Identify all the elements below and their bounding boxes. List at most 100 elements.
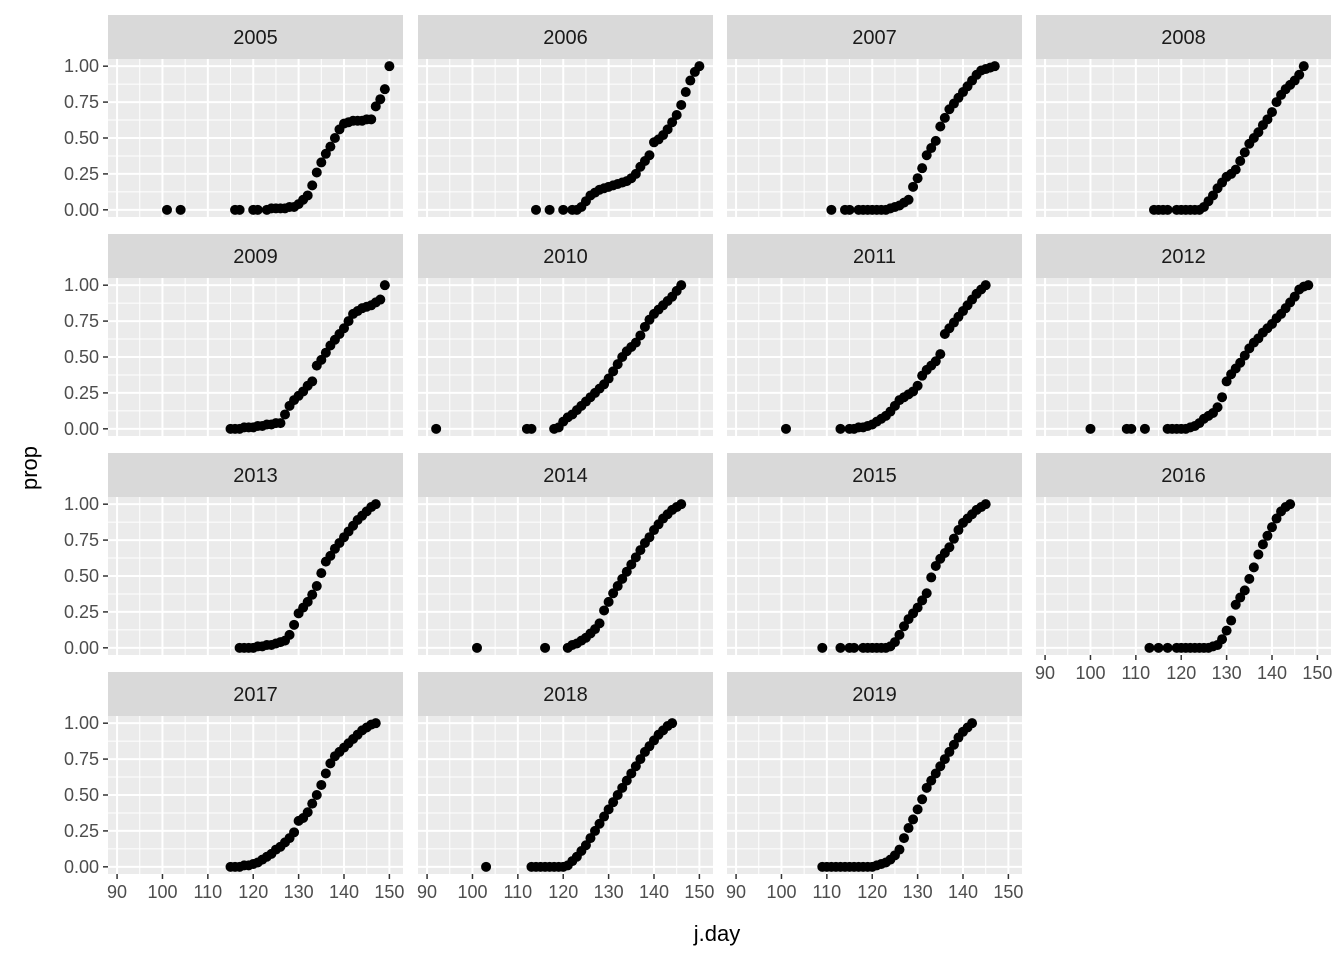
data-point — [921, 782, 932, 793]
data-point — [635, 330, 646, 341]
data-point — [1217, 392, 1228, 403]
data-point — [930, 768, 941, 779]
data-point — [339, 323, 349, 334]
data-point — [826, 204, 837, 215]
data-point — [621, 566, 632, 577]
data-point — [379, 280, 390, 291]
facet-strip-label: 2016 — [1161, 465, 1206, 487]
data-point — [630, 337, 641, 348]
facet-strip-label: 2006 — [543, 27, 588, 49]
data-point — [1267, 107, 1277, 118]
x-axis-title: j.day — [693, 921, 740, 946]
data-point — [817, 642, 828, 653]
data-point — [320, 148, 331, 159]
data-point — [325, 141, 336, 152]
data-point — [1271, 97, 1282, 108]
facet-panel-2005: 2005 0.00 0.25 0.50 0.75 1.00 — [64, 15, 403, 220]
data-point — [375, 94, 386, 105]
data-point — [621, 775, 632, 786]
data-point — [908, 181, 919, 192]
data-point — [612, 790, 623, 800]
data-point — [1153, 642, 1164, 653]
facet-strip — [418, 15, 713, 59]
y-tick-label: 0.50 — [64, 128, 99, 148]
data-point — [644, 150, 655, 161]
data-point — [980, 280, 991, 291]
y-tick-label: 0.75 — [64, 92, 99, 112]
facet-panel-2015: 2015 — [727, 453, 1022, 655]
data-point — [603, 373, 614, 384]
facet-strip — [727, 234, 1022, 278]
data-point — [544, 204, 555, 215]
data-point — [1257, 539, 1268, 550]
data-point — [316, 354, 327, 365]
data-point — [680, 87, 691, 98]
data-point — [1285, 499, 1296, 510]
data-point — [585, 833, 596, 844]
data-point — [894, 844, 905, 855]
data-point — [626, 559, 637, 570]
data-point — [603, 804, 614, 815]
data-point — [849, 642, 860, 653]
data-point — [325, 758, 336, 769]
data-point — [540, 642, 551, 653]
data-point — [481, 861, 492, 872]
data-point — [375, 294, 386, 305]
data-point — [608, 588, 619, 599]
data-point — [284, 629, 295, 640]
data-point — [967, 718, 978, 729]
data-point — [935, 761, 946, 772]
data-point — [252, 204, 263, 215]
x-tick-label: 140 — [639, 882, 669, 902]
y-tick-label: 1.00 — [64, 56, 99, 76]
facet-strip-label: 2019 — [852, 684, 897, 706]
data-point — [989, 61, 1000, 72]
data-point — [1253, 549, 1264, 560]
x-tick-label: 100 — [766, 882, 796, 902]
data-point — [1230, 599, 1241, 610]
data-point — [599, 811, 610, 822]
facet-strip — [1036, 15, 1331, 59]
data-point — [1262, 530, 1273, 541]
data-point — [676, 99, 687, 110]
data-point — [275, 418, 286, 429]
data-point — [630, 168, 641, 179]
y-tick-label: 0.25 — [64, 164, 99, 184]
data-point — [694, 61, 705, 72]
data-point — [912, 602, 923, 613]
facet-panel-2010: 2010 — [418, 234, 713, 436]
facet-panel-2008: 2008 — [1036, 15, 1331, 217]
data-point — [1235, 592, 1246, 603]
data-point — [639, 321, 650, 332]
x-tick-label: 130 — [903, 882, 933, 902]
data-point — [1162, 642, 1173, 653]
facet-strip — [727, 453, 1022, 497]
y-axis-title: prop — [17, 446, 42, 490]
data-point — [844, 204, 855, 215]
data-point — [1139, 423, 1150, 434]
data-point — [320, 768, 331, 779]
data-point — [917, 595, 928, 606]
x-tick-label: 90 — [1035, 663, 1055, 683]
facet-panel-2019: 2019 90 100 110 120 130 140 150 — [726, 672, 1023, 902]
data-point — [930, 560, 941, 571]
data-point — [234, 204, 245, 215]
data-point — [379, 84, 390, 95]
data-point — [944, 746, 955, 757]
y-tick-label: 0.75 — [64, 311, 99, 331]
data-point — [311, 790, 322, 800]
data-point — [930, 356, 941, 367]
facet-strip — [727, 15, 1022, 59]
data-point — [594, 818, 605, 829]
data-point — [1303, 280, 1314, 291]
data-point — [635, 545, 646, 556]
data-point — [531, 204, 541, 215]
data-point — [921, 150, 932, 161]
data-point — [1217, 634, 1228, 645]
data-point — [311, 581, 322, 592]
facet-strip — [108, 453, 403, 497]
data-point — [612, 581, 623, 592]
x-tick-label: 120 — [238, 882, 268, 902]
data-point — [980, 499, 991, 510]
facet-panel-2016: 2016 90 100 110 120 130 140 150 — [1035, 453, 1332, 683]
